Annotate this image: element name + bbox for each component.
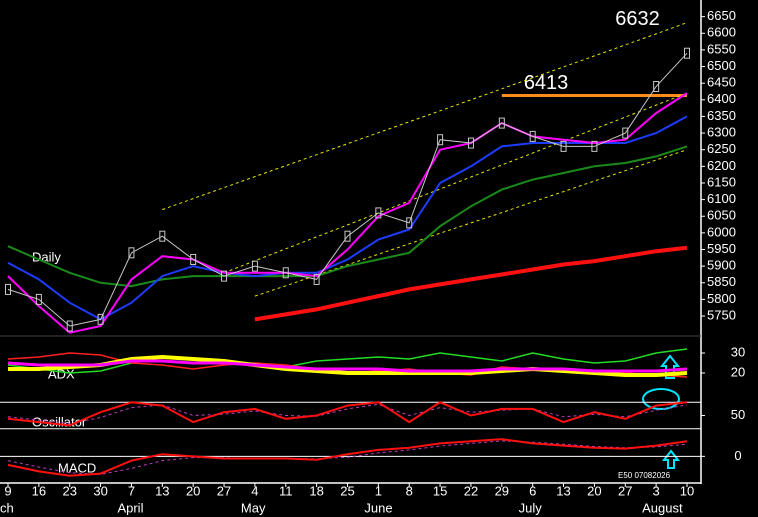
x-tick-label: 22 (464, 483, 478, 498)
y-tick-label: 6200 (707, 158, 736, 173)
month-label: July (519, 500, 543, 515)
price-marker (251, 260, 258, 272)
series-line (7, 115, 688, 321)
panel-label: ADX (48, 366, 75, 381)
y-tick-label: 30 (731, 344, 745, 359)
x-tick-label: 7 (128, 483, 135, 498)
footnote: E50 07082026 (618, 471, 671, 480)
price-marker (97, 313, 104, 325)
series-line (7, 145, 688, 288)
series-line (254, 245, 688, 322)
price-marker (66, 320, 73, 332)
y-tick-label: 6450 (707, 75, 736, 90)
series-line (7, 403, 688, 424)
price-marker (35, 293, 42, 305)
x-tick-label: 4 (251, 483, 258, 498)
series-line (7, 440, 688, 475)
price-marker (467, 137, 474, 149)
price-marker (529, 130, 536, 142)
y-tick-label: 6650 (707, 8, 736, 23)
price-marker (221, 270, 228, 282)
price-marker (684, 47, 690, 59)
x-tick-label: 20 (587, 483, 601, 498)
series-line (162, 22, 688, 211)
x-tick-label: 3 (653, 483, 660, 498)
x-tick-label: 13 (556, 483, 570, 498)
series-line (223, 92, 688, 274)
price-marker (406, 217, 413, 229)
price-marker (5, 283, 11, 295)
price-marker (375, 207, 382, 219)
y-tick-label: 0 (734, 448, 741, 463)
x-tick-label: 29 (495, 483, 509, 498)
series-line (7, 359, 688, 373)
x-tick-label: 8 (406, 483, 413, 498)
y-tick-label: 5750 (707, 307, 736, 322)
month-label: June (364, 500, 392, 515)
series-line (7, 401, 688, 427)
x-tick-label: 10 (680, 483, 694, 498)
month-label: May (241, 500, 266, 515)
price-marker (437, 134, 444, 146)
y-tick-label: 20 (731, 364, 745, 379)
price-marker (190, 253, 197, 265)
price-marker (344, 230, 351, 242)
y-tick-label: 6250 (707, 141, 736, 156)
y-tick-label: 6300 (707, 125, 736, 140)
month-label: August (642, 500, 683, 515)
series-line (254, 149, 688, 297)
series-line (7, 92, 688, 334)
panel-label: MACD (58, 460, 96, 475)
x-tick-label: 1 (375, 483, 382, 498)
series-line (7, 348, 688, 374)
resistance-label: 6413 (524, 72, 569, 94)
month-label: ch (0, 500, 14, 515)
y-tick-label: 6550 (707, 41, 736, 56)
series-line (7, 52, 688, 327)
y-tick-label: 6000 (707, 224, 736, 239)
x-tick-label: 9 (4, 483, 11, 498)
x-tick-label: 15 (433, 483, 447, 498)
y-tick-label: 6500 (707, 58, 736, 73)
x-tick-label: 6 (529, 483, 536, 498)
y-tick-label: 5850 (707, 274, 736, 289)
series-line (7, 438, 688, 477)
price-marker (560, 140, 567, 152)
y-tick-label: 6100 (707, 191, 736, 206)
x-tick-label: 13 (155, 483, 169, 498)
x-tick-label: 30 (93, 483, 107, 498)
y-tick-label: 6400 (707, 91, 736, 106)
x-tick-label: 27 (618, 483, 632, 498)
y-tick-label: 5950 (707, 241, 736, 256)
month-label: April (117, 500, 143, 515)
target-label: 6632 (615, 8, 660, 30)
highlight-circle (642, 388, 680, 410)
y-tick-label: 50 (731, 407, 745, 422)
y-tick-label: 6150 (707, 174, 736, 189)
price-marker (282, 267, 289, 279)
price-marker (622, 127, 629, 139)
x-tick-label: 25 (340, 483, 354, 498)
price-marker (591, 140, 598, 152)
price-marker (128, 247, 135, 259)
panel-label: Oscillator (32, 414, 87, 429)
price-marker (498, 117, 505, 129)
x-tick-label: 18 (309, 483, 323, 498)
price-marker (313, 273, 320, 285)
x-tick-label: 27 (217, 483, 231, 498)
x-tick-label: 23 (62, 483, 76, 498)
x-tick-label: 16 (32, 483, 46, 498)
y-tick-label: 6050 (707, 208, 736, 223)
y-tick-label: 6600 (707, 25, 736, 40)
x-tick-label: 20 (186, 483, 200, 498)
y-tick-label: 5900 (707, 258, 736, 273)
arrow-icon (661, 449, 681, 469)
x-tick-label: 11 (279, 483, 293, 498)
price-marker (653, 80, 660, 92)
y-tick-label: 5800 (707, 291, 736, 306)
price-marker (159, 230, 166, 242)
y-tick-label: 6350 (707, 108, 736, 123)
